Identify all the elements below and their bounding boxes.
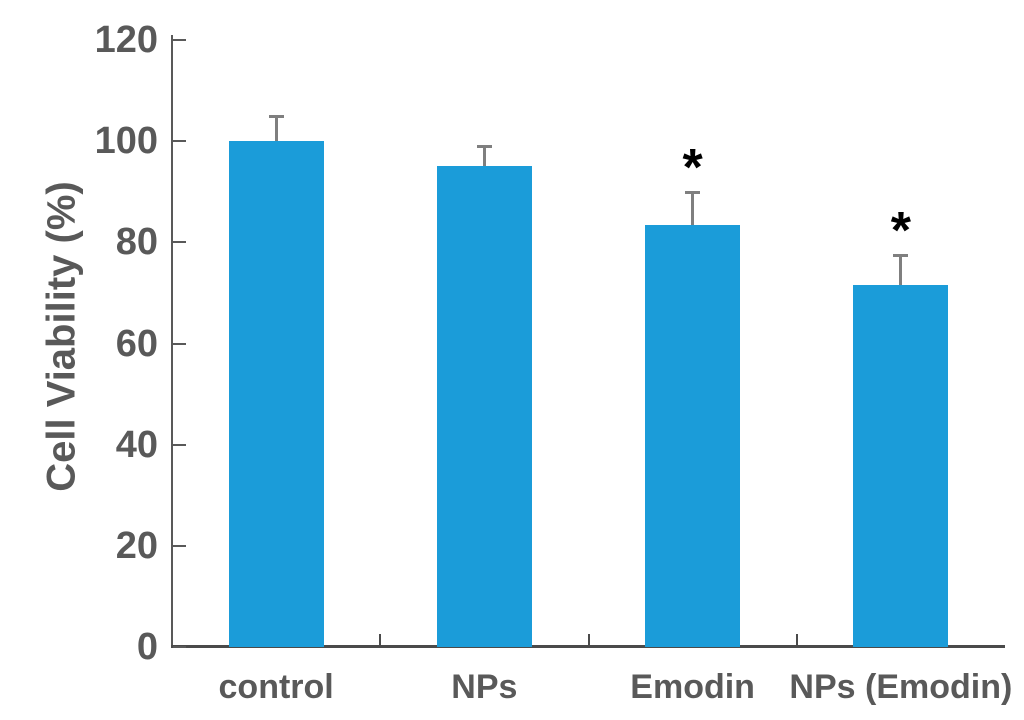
error-bar-cap xyxy=(476,145,492,149)
y-tick-label: 100 xyxy=(94,120,158,163)
y-tick-mark xyxy=(173,241,186,244)
y-axis-line xyxy=(171,35,173,648)
y-tick-mark xyxy=(173,544,186,547)
error-bar-cap xyxy=(685,190,701,194)
y-tick-label: 40 xyxy=(115,423,158,466)
y-tick-mark xyxy=(173,342,186,345)
bar xyxy=(228,141,324,647)
bar xyxy=(436,166,532,647)
error-bar xyxy=(274,115,278,142)
y-tick-mark xyxy=(173,140,186,143)
x-tick-mark xyxy=(587,634,590,647)
y-tick-label: 20 xyxy=(115,524,158,567)
x-tick-mark xyxy=(795,634,798,647)
error-bar xyxy=(691,191,695,225)
x-axis-label: Emodin xyxy=(630,668,755,706)
x-axis-label: NPs xyxy=(451,668,518,706)
x-tick-mark xyxy=(379,634,382,647)
y-tick-mark xyxy=(173,443,186,446)
error-bar xyxy=(482,146,486,167)
y-tick-label: 80 xyxy=(115,221,158,264)
significance-asterisk: * xyxy=(682,138,703,197)
y-tick-label: 0 xyxy=(136,626,158,668)
y-tick-mark xyxy=(173,646,186,648)
error-bar-cap xyxy=(268,114,284,118)
error-bar-cap xyxy=(893,253,909,257)
bar xyxy=(645,224,741,647)
x-axis-label: NPs (Emodin) xyxy=(789,668,1013,706)
y-tick-mark xyxy=(173,39,186,41)
error-bar xyxy=(899,254,903,286)
y-tick-label: 120 xyxy=(94,19,158,61)
y-tick-label: 60 xyxy=(115,322,158,365)
x-axis-label: control xyxy=(218,668,334,706)
bar xyxy=(853,285,949,647)
significance-asterisk: * xyxy=(890,201,911,260)
